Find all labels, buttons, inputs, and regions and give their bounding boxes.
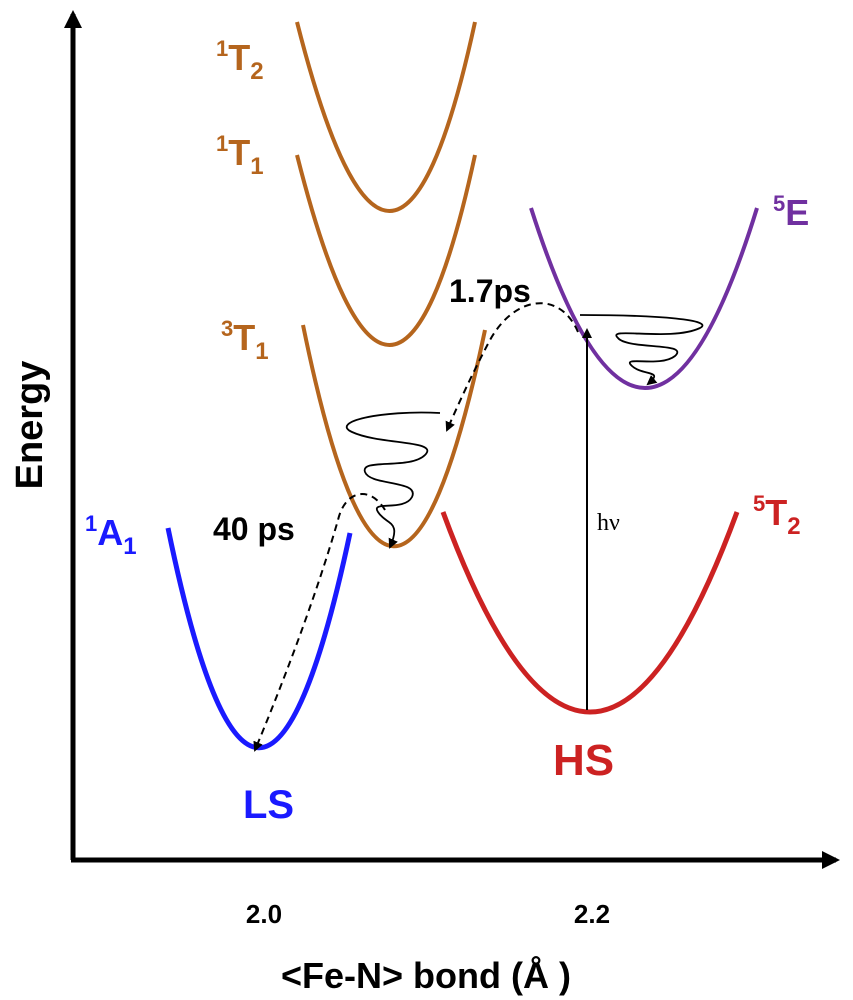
intersystem-crossing-arrow-fast (445, 302, 579, 432)
curve-1a1 (165, 527, 353, 751)
x-tick-2-2: 2.2 (574, 899, 610, 929)
label-1t2: 1T2 (216, 36, 264, 85)
label-1t1: 1T1 (216, 131, 264, 180)
y-axis-label: Energy (9, 361, 51, 490)
label-low-spin: LS (243, 783, 294, 827)
label-3t1: 3T1 (221, 316, 269, 365)
label-5t2: 5T2 (753, 491, 801, 540)
curve-5t2 (440, 511, 740, 715)
label-high-spin: HS (553, 736, 614, 785)
x-tick-2-0: 2.0 (246, 899, 282, 929)
intersystem-crossing-arrow-slow (253, 493, 386, 752)
curve-5e (529, 207, 759, 390)
curve-3t1 (301, 324, 487, 549)
photon-label: hν (597, 510, 620, 536)
curve-1t2 (295, 21, 477, 213)
vibrational-relaxation-5e (579, 314, 704, 386)
label-1a1: 1A1 (85, 511, 137, 560)
label-5e: 5E (773, 191, 809, 233)
time-constant-fast: 1.7ps (449, 273, 531, 309)
x-axis-label: <Fe-N> bond (Å ) (281, 955, 571, 996)
vibrational-relaxation-3t1 (345, 411, 441, 549)
time-constant-slow: 40 ps (213, 511, 295, 547)
curve-1t1 (295, 154, 477, 347)
